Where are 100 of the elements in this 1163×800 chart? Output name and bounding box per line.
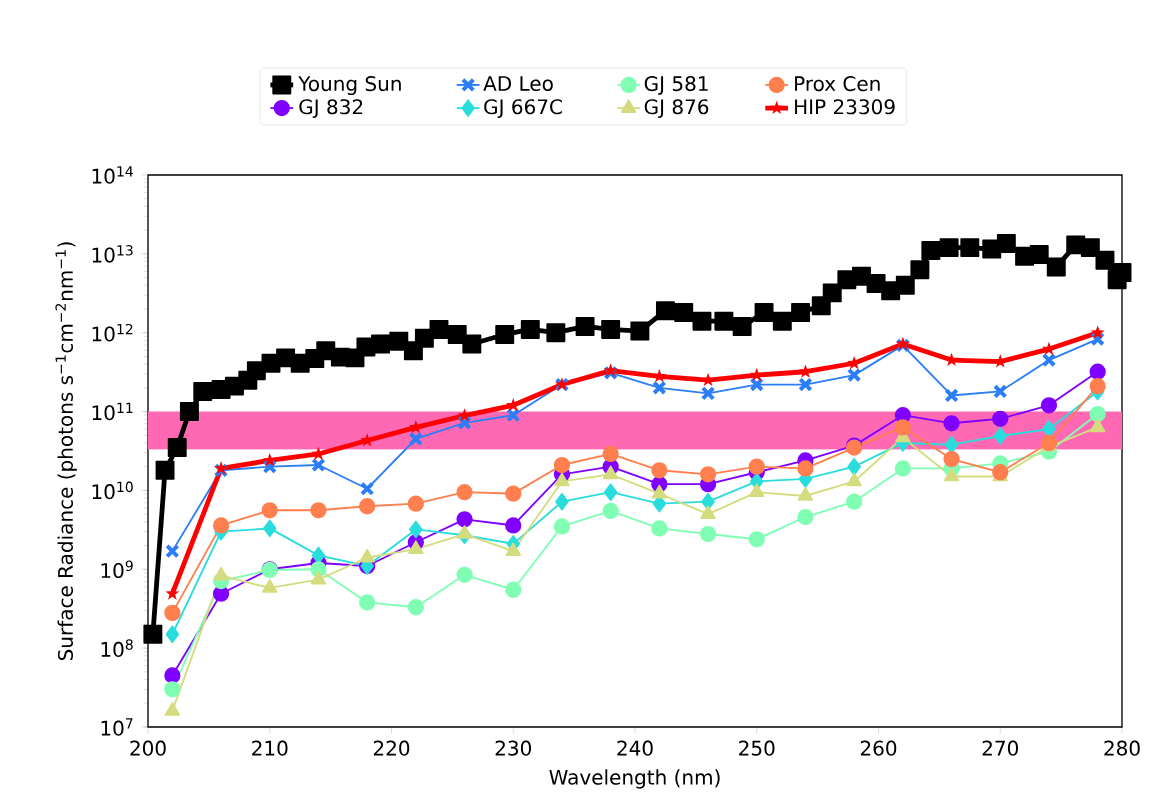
point — [143, 624, 163, 644]
legend-label: Prox Cen — [795, 76, 880, 92]
point — [310, 570, 327, 585]
point — [429, 319, 449, 339]
point — [462, 334, 482, 354]
point — [546, 323, 566, 343]
y-tick-label: 10$^{14}$ — [92, 166, 133, 184]
point — [602, 465, 619, 480]
point — [505, 581, 522, 598]
point — [456, 511, 473, 528]
x-tick-label: 280 — [1104, 740, 1140, 756]
legend-label: GJ 876 — [644, 99, 709, 119]
point — [553, 518, 571, 535]
point — [749, 377, 764, 392]
legend-label: HIP 23309 — [795, 99, 895, 115]
point — [212, 517, 230, 534]
point — [409, 520, 423, 539]
point — [179, 402, 199, 422]
legend-label: GJ 667C — [484, 99, 562, 119]
point — [701, 492, 715, 511]
x-tick-label: 210 — [252, 740, 288, 756]
point — [700, 505, 716, 519]
point — [910, 260, 930, 280]
point — [1089, 405, 1106, 423]
point — [1089, 378, 1106, 395]
x-tick-label: 200 — [130, 740, 166, 756]
point — [408, 431, 424, 447]
point — [505, 542, 521, 556]
point — [1046, 257, 1066, 277]
point — [456, 525, 473, 539]
point — [456, 484, 473, 501]
point — [407, 599, 424, 616]
point — [495, 324, 515, 344]
legend-label: AD Leo — [483, 76, 553, 92]
point — [193, 381, 213, 401]
point — [846, 367, 862, 383]
point — [602, 445, 619, 463]
point — [651, 520, 668, 537]
point — [414, 328, 434, 348]
point — [164, 702, 181, 716]
point — [652, 380, 667, 396]
point — [939, 238, 959, 258]
point — [1029, 245, 1049, 265]
point — [575, 317, 595, 336]
y-tick-label: 10$^{13}$ — [92, 245, 133, 263]
point — [407, 495, 424, 512]
point — [164, 681, 181, 698]
point — [457, 415, 472, 430]
point — [359, 548, 375, 563]
point — [960, 238, 980, 258]
point — [754, 303, 774, 323]
y-tick-label: 10$^{10}$ — [92, 481, 133, 500]
point — [748, 458, 765, 475]
point — [505, 485, 522, 502]
point — [603, 365, 618, 381]
point — [262, 459, 277, 474]
point — [846, 493, 863, 510]
x-tick-label: 220 — [373, 740, 410, 756]
point — [692, 311, 712, 331]
point — [371, 334, 391, 354]
point — [262, 579, 278, 593]
point — [797, 508, 814, 526]
legend-label: GJ 832 — [299, 99, 363, 119]
point — [732, 317, 752, 336]
y-tick-label: 10$^{8}$ — [101, 639, 133, 657]
point — [822, 283, 842, 303]
y-tick-label: 10$^{12}$ — [92, 323, 133, 342]
point — [167, 438, 187, 457]
point — [992, 410, 1009, 427]
point — [408, 420, 423, 434]
point — [797, 487, 814, 501]
point — [164, 667, 181, 684]
point — [797, 460, 814, 477]
point — [359, 594, 376, 611]
point — [310, 502, 327, 519]
point — [261, 502, 278, 519]
point — [791, 303, 811, 323]
point — [1090, 331, 1105, 347]
x-tick-label: 230 — [495, 740, 531, 756]
point — [655, 301, 675, 321]
point — [894, 460, 911, 477]
point — [651, 484, 668, 499]
x-tick-label: 260 — [860, 740, 897, 756]
point — [555, 492, 569, 511]
x-tick-label: 240 — [617, 740, 653, 756]
point — [748, 531, 765, 548]
point — [1112, 263, 1132, 282]
point — [921, 241, 941, 261]
point — [944, 435, 959, 454]
y-tick-label: 10$^{11}$ — [92, 402, 133, 421]
point — [895, 275, 915, 295]
point — [1089, 418, 1106, 433]
point — [1041, 352, 1057, 368]
point — [996, 234, 1016, 254]
x-tick-label: 250 — [739, 740, 775, 756]
point — [1041, 341, 1056, 356]
y-axis-title: Surface Radiance (photons s$^{−1}$cm$^{−2}$nm$^{−1}$) — [55, 242, 77, 661]
point — [943, 415, 960, 432]
point — [603, 483, 618, 501]
point — [1089, 363, 1106, 380]
